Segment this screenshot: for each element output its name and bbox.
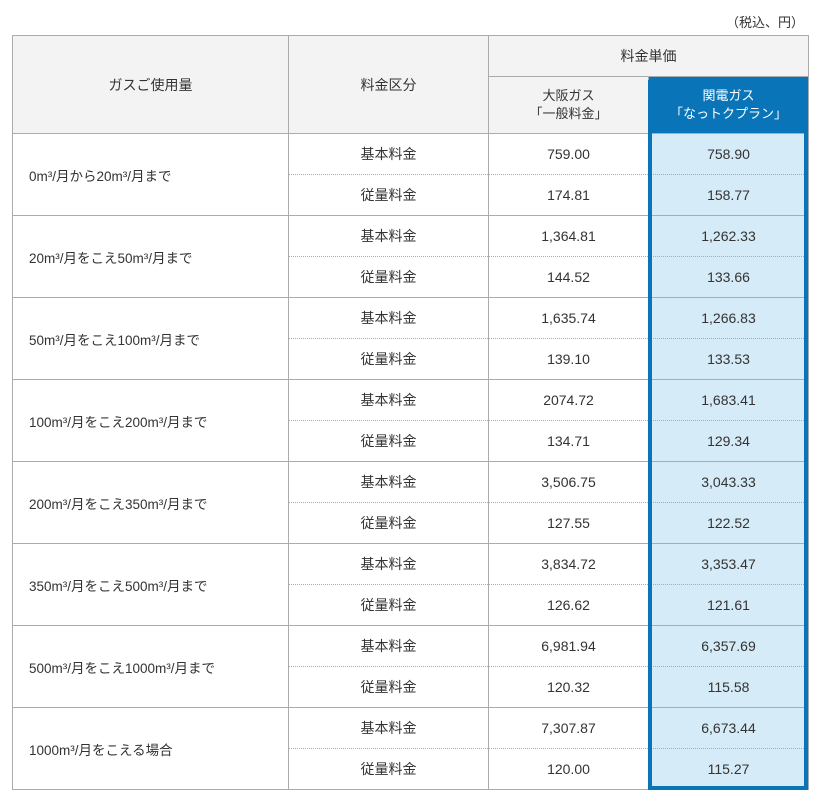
- kanden-cell: 158.77: [649, 175, 809, 216]
- header-kanden: 関電ガス「なっトクプラン」: [649, 77, 809, 134]
- osaka-cell: 126.62: [489, 585, 649, 626]
- category-cell: 従量料金: [289, 585, 489, 626]
- osaka-cell: 7,307.87: [489, 708, 649, 749]
- kanden-cell: 1,262.33: [649, 216, 809, 257]
- category-cell: 従量料金: [289, 339, 489, 380]
- table-row: 500m³/月をこえ1000m³/月まで基本料金6,981.946,357.69: [13, 626, 809, 667]
- usage-cell: 20m³/月をこえ50m³/月まで: [13, 216, 289, 298]
- osaka-cell: 3,506.75: [489, 462, 649, 503]
- kanden-cell: 758.90: [649, 134, 809, 175]
- table-row: 1000m³/月をこえる場合基本料金7,307.876,673.44: [13, 708, 809, 749]
- kanden-cell: 129.34: [649, 421, 809, 462]
- category-cell: 従量料金: [289, 749, 489, 790]
- category-cell: 基本料金: [289, 298, 489, 339]
- category-cell: 基本料金: [289, 708, 489, 749]
- category-cell: 従量料金: [289, 175, 489, 216]
- kanden-cell: 115.58: [649, 667, 809, 708]
- osaka-cell: 144.52: [489, 257, 649, 298]
- table-row: 350m³/月をこえ500m³/月まで基本料金3,834.723,353.47: [13, 544, 809, 585]
- kanden-cell: 133.66: [649, 257, 809, 298]
- category-cell: 従量料金: [289, 257, 489, 298]
- table-row: 100m³/月をこえ200m³/月まで基本料金2074.721,683.41: [13, 380, 809, 421]
- osaka-cell: 134.71: [489, 421, 649, 462]
- category-cell: 基本料金: [289, 544, 489, 585]
- table-row: 200m³/月をこえ350m³/月まで基本料金3,506.753,043.33: [13, 462, 809, 503]
- kanden-cell: 115.27: [649, 749, 809, 790]
- price-table-body: 0m³/月から20m³/月まで基本料金759.00758.90従量料金174.8…: [13, 134, 809, 790]
- osaka-cell: 3,834.72: [489, 544, 649, 585]
- usage-cell: 350m³/月をこえ500m³/月まで: [13, 544, 289, 626]
- category-cell: 基本料金: [289, 626, 489, 667]
- kanden-cell: 3,043.33: [649, 462, 809, 503]
- osaka-cell: 120.00: [489, 749, 649, 790]
- table-row: 0m³/月から20m³/月まで基本料金759.00758.90: [13, 134, 809, 175]
- kanden-cell: 1,266.83: [649, 298, 809, 339]
- unit-note: （税込、円）: [12, 12, 804, 31]
- kanden-cell: 122.52: [649, 503, 809, 544]
- price-table-wrap: ガスご使用量 料金区分 料金単価 大阪ガス「一般料金」 関電ガス「なっトクプラン…: [12, 35, 808, 790]
- osaka-cell: 139.10: [489, 339, 649, 380]
- category-cell: 従量料金: [289, 421, 489, 462]
- usage-cell: 200m³/月をこえ350m³/月まで: [13, 462, 289, 544]
- category-cell: 従量料金: [289, 503, 489, 544]
- osaka-cell: 2074.72: [489, 380, 649, 421]
- category-cell: 従量料金: [289, 667, 489, 708]
- osaka-cell: 6,981.94: [489, 626, 649, 667]
- price-table: ガスご使用量 料金区分 料金単価 大阪ガス「一般料金」 関電ガス「なっトクプラン…: [12, 35, 809, 790]
- header-unit-top: 料金単価: [489, 36, 809, 77]
- kanden-cell: 133.53: [649, 339, 809, 380]
- header-osaka: 大阪ガス「一般料金」: [489, 77, 649, 134]
- usage-cell: 500m³/月をこえ1000m³/月まで: [13, 626, 289, 708]
- kanden-cell: 3,353.47: [649, 544, 809, 585]
- osaka-cell: 120.32: [489, 667, 649, 708]
- osaka-cell: 759.00: [489, 134, 649, 175]
- kanden-cell: 6,357.69: [649, 626, 809, 667]
- category-cell: 基本料金: [289, 134, 489, 175]
- osaka-cell: 127.55: [489, 503, 649, 544]
- osaka-cell: 1,364.81: [489, 216, 649, 257]
- usage-cell: 50m³/月をこえ100m³/月まで: [13, 298, 289, 380]
- kanden-cell: 121.61: [649, 585, 809, 626]
- osaka-cell: 1,635.74: [489, 298, 649, 339]
- osaka-cell: 174.81: [489, 175, 649, 216]
- category-cell: 基本料金: [289, 380, 489, 421]
- usage-cell: 0m³/月から20m³/月まで: [13, 134, 289, 216]
- kanden-cell: 1,683.41: [649, 380, 809, 421]
- header-usage: ガスご使用量: [13, 36, 289, 134]
- header-category: 料金区分: [289, 36, 489, 134]
- usage-cell: 100m³/月をこえ200m³/月まで: [13, 380, 289, 462]
- category-cell: 基本料金: [289, 462, 489, 503]
- kanden-cell: 6,673.44: [649, 708, 809, 749]
- table-row: 20m³/月をこえ50m³/月まで基本料金1,364.811,262.33: [13, 216, 809, 257]
- usage-cell: 1000m³/月をこえる場合: [13, 708, 289, 790]
- category-cell: 基本料金: [289, 216, 489, 257]
- table-row: 50m³/月をこえ100m³/月まで基本料金1,635.741,266.83: [13, 298, 809, 339]
